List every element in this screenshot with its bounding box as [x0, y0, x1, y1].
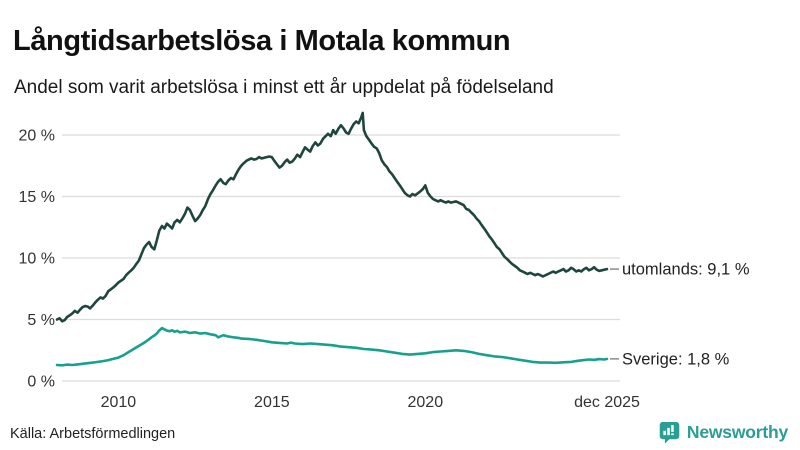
newsworthy-logo[interactable]: Newsworthy: [658, 420, 788, 444]
series-end-label-utomlands: utomlands: 9,1 %: [622, 261, 750, 279]
y-tick-label: 10 %: [19, 251, 55, 268]
bar-chart-speech-bubble-icon: [659, 421, 680, 444]
series-end-label-Sverige: Sverige: 1,8 %: [622, 350, 730, 368]
newsworthy-wordmark: Newsworthy: [686, 421, 788, 442]
series-line-utomlands: [55, 111, 609, 323]
source-note: Källa: Arbetsförmedlingen: [10, 426, 176, 442]
page-subtitle: Andel som varit arbetslösa i minst ett å…: [14, 77, 554, 98]
x-tick-label: 2020: [408, 394, 444, 411]
y-tick-label: 20 %: [19, 128, 55, 145]
y-tick-label: 15 %: [19, 189, 55, 206]
x-tick-label: 2010: [101, 394, 137, 411]
x-tick-label: 2015: [254, 394, 290, 411]
y-tick-label: 5 %: [27, 312, 55, 329]
x-tick-label: dec 2025: [574, 394, 640, 411]
page-title: Långtidsarbetslösa i Motala kommun: [13, 25, 511, 58]
series-line-Sverige: [55, 326, 609, 367]
y-tick-label: 0 %: [27, 374, 55, 391]
